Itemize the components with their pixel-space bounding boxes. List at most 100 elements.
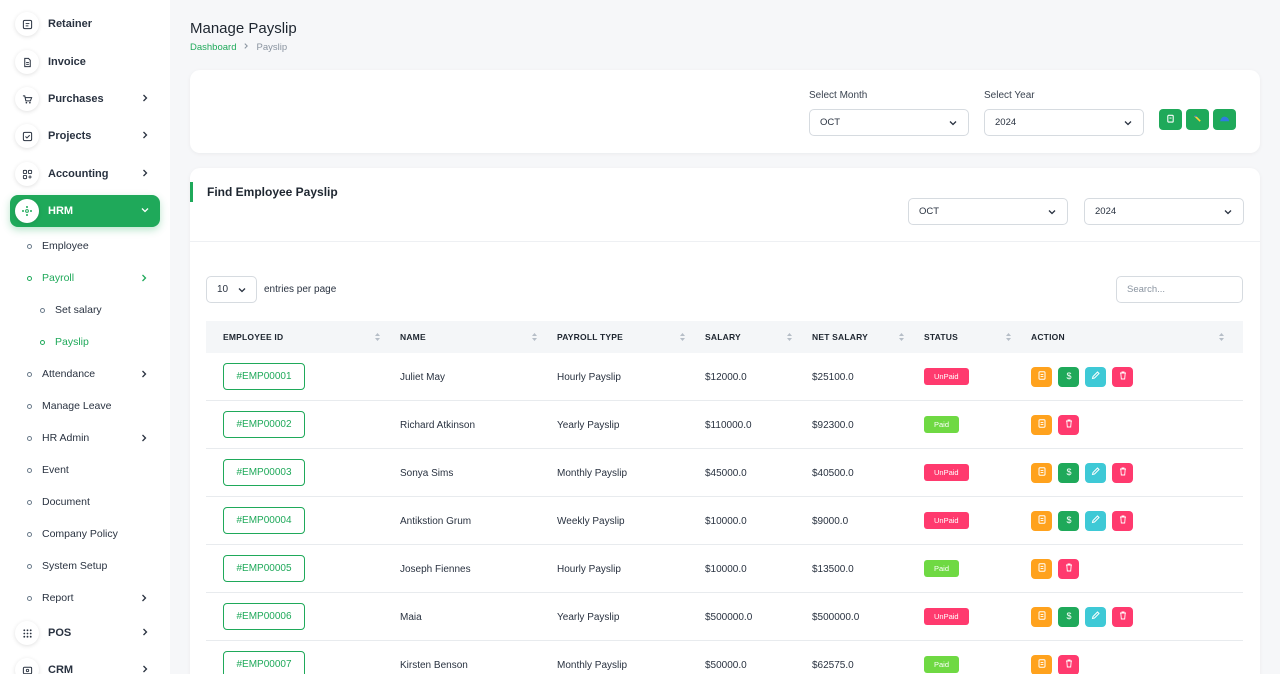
sidebar-item-label: Projects bbox=[48, 130, 92, 142]
edit-button[interactable] bbox=[1085, 607, 1106, 627]
export-button[interactable] bbox=[1186, 109, 1209, 130]
salary: $10000.0 bbox=[705, 563, 747, 575]
chevron-right-icon bbox=[139, 273, 149, 286]
column-header-salary[interactable]: SALARY bbox=[705, 332, 741, 342]
breadcrumb-dashboard-link[interactable]: Dashboard bbox=[190, 42, 237, 53]
sort-icon[interactable] bbox=[1005, 332, 1012, 345]
column-header-payroll-type[interactable]: PAYROLL TYPE bbox=[557, 332, 624, 342]
column-header-net-salary[interactable]: NET SALARY bbox=[812, 332, 868, 342]
delete-button[interactable] bbox=[1112, 607, 1133, 627]
search-input[interactable] bbox=[1116, 276, 1243, 303]
sidebar-item-hrm[interactable]: HRM bbox=[10, 195, 160, 227]
delete-button[interactable] bbox=[1112, 463, 1133, 483]
entries-select[interactable]: 10 bbox=[206, 276, 257, 303]
view-payslip-button[interactable] bbox=[1031, 463, 1052, 483]
sidebar-item-purchases[interactable]: Purchases bbox=[10, 83, 160, 115]
pos-icon bbox=[15, 621, 39, 645]
sidebar-subitem-system-setup[interactable]: System Setup bbox=[27, 556, 157, 576]
dollar-icon: $ bbox=[1065, 515, 1073, 528]
month-select[interactable]: OCT bbox=[809, 109, 969, 136]
sidebar-item-retainer[interactable]: Retainer bbox=[10, 8, 160, 40]
find-month-select[interactable]: OCT bbox=[908, 198, 1068, 225]
generate-payslip-button[interactable] bbox=[1159, 109, 1182, 130]
column-header-action[interactable]: ACTION bbox=[1031, 332, 1065, 342]
sidebar-subitem-payroll[interactable]: Payroll bbox=[27, 268, 157, 288]
column-header-name[interactable]: NAME bbox=[400, 332, 426, 342]
salary: $110000.0 bbox=[705, 419, 752, 431]
employee-id-button[interactable]: #EMP00007 bbox=[223, 651, 305, 674]
find-year-select[interactable]: 2024 bbox=[1084, 198, 1244, 225]
status-badge: UnPaid bbox=[924, 608, 969, 625]
employee-id-button[interactable]: #EMP00003 bbox=[223, 459, 305, 486]
pay-button[interactable]: $ bbox=[1058, 511, 1079, 531]
bulk-payment-button[interactable] bbox=[1213, 109, 1236, 130]
employee-id-button[interactable]: #EMP00004 bbox=[223, 507, 305, 534]
sidebar-subitem-company-policy[interactable]: Company Policy bbox=[27, 524, 157, 544]
employee-id-button[interactable]: #EMP00005 bbox=[223, 555, 305, 582]
trash-icon bbox=[1119, 467, 1127, 479]
sidebar-subitem-hr-admin[interactable]: HR Admin bbox=[27, 428, 157, 448]
pay-button[interactable]: $ bbox=[1058, 367, 1079, 387]
view-payslip-button[interactable] bbox=[1031, 559, 1052, 579]
chevron-down-icon bbox=[948, 118, 958, 131]
bullet-icon bbox=[27, 435, 32, 441]
sidebar-subitem-set-salary[interactable]: Set salary bbox=[40, 300, 170, 320]
view-payslip-button[interactable] bbox=[1031, 511, 1052, 531]
employee-name: Juliet May bbox=[400, 371, 446, 383]
delete-button[interactable] bbox=[1112, 367, 1133, 387]
column-header-status[interactable]: STATUS bbox=[924, 332, 958, 342]
invoice-icon bbox=[15, 50, 39, 74]
sidebar-subitem-report[interactable]: Report bbox=[27, 588, 157, 608]
view-payslip-button[interactable] bbox=[1031, 607, 1052, 627]
employee-id-button[interactable]: #EMP00002 bbox=[223, 411, 305, 438]
sidebar-subitem-document[interactable]: Document bbox=[27, 492, 157, 512]
sidebar-item-invoice[interactable]: Invoice bbox=[10, 46, 160, 78]
view-payslip-button[interactable] bbox=[1031, 367, 1052, 387]
sort-icon[interactable] bbox=[786, 332, 793, 345]
salary: $50000.0 bbox=[705, 659, 747, 671]
svg-text:$: $ bbox=[1066, 515, 1071, 525]
sort-icon[interactable] bbox=[1218, 332, 1225, 345]
sidebar-item-crm[interactable]: CRM bbox=[10, 654, 160, 674]
sidebar-item-label: Invoice bbox=[48, 56, 86, 68]
delete-button[interactable] bbox=[1112, 511, 1133, 531]
delete-button[interactable] bbox=[1058, 655, 1079, 674]
retainer-icon bbox=[15, 12, 39, 36]
employee-id-button[interactable]: #EMP00006 bbox=[223, 603, 305, 630]
sidebar-subitem-manage-leave[interactable]: Manage Leave bbox=[27, 396, 157, 416]
sidebar-item-projects[interactable]: Projects bbox=[10, 120, 160, 152]
crm-icon bbox=[15, 658, 39, 674]
column-header-employee-id[interactable]: EMPLOYEE ID bbox=[223, 332, 284, 342]
pay-button[interactable]: $ bbox=[1058, 607, 1079, 627]
payroll-type: Hourly Payslip bbox=[557, 371, 621, 383]
sidebar-subitem-employee[interactable]: Employee bbox=[27, 236, 157, 256]
sort-icon[interactable] bbox=[374, 332, 381, 345]
year-select[interactable]: 2024 bbox=[984, 109, 1144, 136]
table-header: EMPLOYEE ID NAME PAYROLL TYPE SALARY NET… bbox=[206, 321, 1243, 353]
pay-button[interactable]: $ bbox=[1058, 463, 1079, 483]
checkbox-icon bbox=[15, 124, 39, 148]
edit-button[interactable] bbox=[1085, 511, 1106, 531]
status-badge: UnPaid bbox=[924, 368, 969, 385]
employee-id-button[interactable]: #EMP00001 bbox=[223, 363, 305, 390]
net-salary: $40500.0 bbox=[812, 467, 854, 479]
sidebar-subitem-attendance[interactable]: Attendance bbox=[27, 364, 157, 384]
sidebar-item-label: Accounting bbox=[48, 168, 109, 180]
sort-icon[interactable] bbox=[679, 332, 686, 345]
breadcrumb-current: Payslip bbox=[256, 42, 288, 53]
trash-icon bbox=[1119, 515, 1127, 527]
sidebar-item-accounting[interactable]: Accounting bbox=[10, 158, 160, 190]
bullet-icon bbox=[27, 595, 32, 601]
edit-button[interactable] bbox=[1085, 463, 1106, 483]
edit-button[interactable] bbox=[1085, 367, 1106, 387]
sidebar-subitem-event[interactable]: Event bbox=[27, 460, 157, 480]
sort-icon[interactable] bbox=[531, 332, 538, 345]
sidebar-item-pos[interactable]: POS bbox=[10, 617, 160, 649]
delete-button[interactable] bbox=[1058, 559, 1079, 579]
delete-button[interactable] bbox=[1058, 415, 1079, 435]
sort-icon[interactable] bbox=[898, 332, 905, 345]
sidebar-subitem-payslip[interactable]: Payslip bbox=[40, 332, 170, 352]
view-payslip-button[interactable] bbox=[1031, 415, 1052, 435]
select-year-label: Select Year bbox=[984, 90, 1035, 101]
view-payslip-button[interactable] bbox=[1031, 655, 1052, 674]
